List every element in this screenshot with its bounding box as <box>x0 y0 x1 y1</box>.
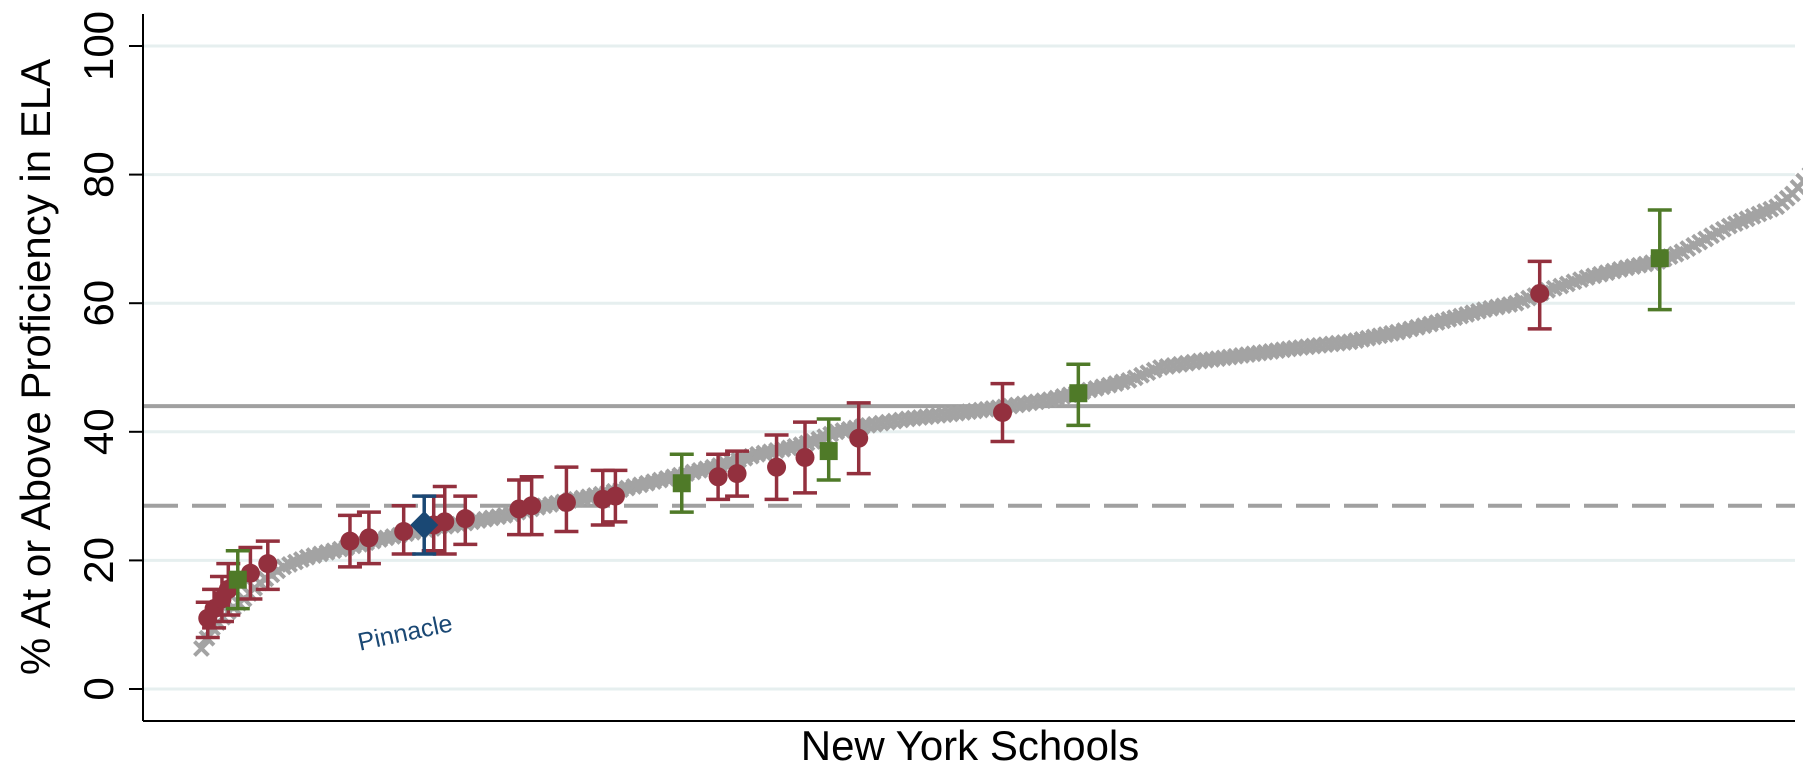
series-1-point-2 <box>816 417 841 482</box>
point-marker <box>727 464 747 484</box>
point-marker <box>1650 249 1669 268</box>
point-marker <box>435 512 455 532</box>
series-0-point-18 <box>725 449 750 498</box>
point-marker <box>708 467 728 487</box>
y-tick-label-80: 80 <box>75 151 122 198</box>
annotations: Pinnacle <box>355 609 455 656</box>
series-0-point-21 <box>846 401 871 476</box>
highlighted-schools <box>195 208 1672 640</box>
all-schools-markers <box>193 167 1803 657</box>
x-axis-title: New York Schools <box>801 722 1140 767</box>
series-0-point-11 <box>453 494 478 547</box>
school-marker-0 <box>193 640 210 657</box>
point-marker <box>672 474 691 493</box>
point-marker <box>605 486 625 506</box>
series-0-point-6 <box>337 513 362 569</box>
axes <box>142 14 1795 722</box>
series-2-point-0 <box>410 494 439 556</box>
series-0-point-5 <box>255 539 280 592</box>
point-marker <box>228 570 247 589</box>
series-0-point-20 <box>793 420 817 495</box>
y-tick-label-100: 100 <box>75 11 122 81</box>
series-0-point-22 <box>990 381 1015 444</box>
point-marker <box>359 528 379 548</box>
annotation-pinnacle: Pinnacle <box>355 609 455 656</box>
reference-lines <box>144 404 1795 508</box>
y-ticks: 0 20 40 60 80 100 <box>75 11 143 701</box>
point-marker <box>556 493 576 513</box>
y-axis-title: % At or Above Proficiency in ELA <box>12 59 59 675</box>
point-marker <box>410 511 439 540</box>
point-marker <box>1530 284 1550 304</box>
gridlines <box>144 44 1795 691</box>
point-marker <box>849 428 869 448</box>
point-marker <box>522 496 542 516</box>
series-0-point-13 <box>519 475 544 537</box>
series-0-point-23 <box>1527 259 1552 331</box>
point-marker <box>340 531 360 551</box>
point-marker <box>767 457 787 477</box>
point-marker <box>795 448 815 468</box>
point-marker <box>455 509 475 529</box>
point-marker <box>394 521 414 541</box>
series-1-point-4 <box>1647 208 1672 312</box>
series-0-point-7 <box>356 510 381 566</box>
series-0-point-16 <box>603 468 628 524</box>
point-marker <box>1069 384 1088 403</box>
series-0-point-12 <box>507 478 532 537</box>
series-0-point-8 <box>391 503 416 556</box>
series-0-point-10 <box>432 484 457 556</box>
point-marker <box>819 442 838 461</box>
y-tick-label-20: 20 <box>75 537 122 584</box>
y-tick-label-60: 60 <box>75 280 122 327</box>
series-0-point-14 <box>554 465 579 534</box>
point-marker <box>993 403 1012 423</box>
series-1-point-3 <box>1066 362 1091 428</box>
series-0-point-19 <box>764 433 789 502</box>
school-marker-257 <box>1795 172 1803 190</box>
series-1-point-1 <box>669 452 694 514</box>
series-0-point-17 <box>706 452 731 502</box>
series-1-point-0 <box>225 549 250 611</box>
y-tick-label-40: 40 <box>75 408 122 455</box>
y-tick-label-0: 0 <box>75 677 122 700</box>
point-marker <box>258 554 278 574</box>
